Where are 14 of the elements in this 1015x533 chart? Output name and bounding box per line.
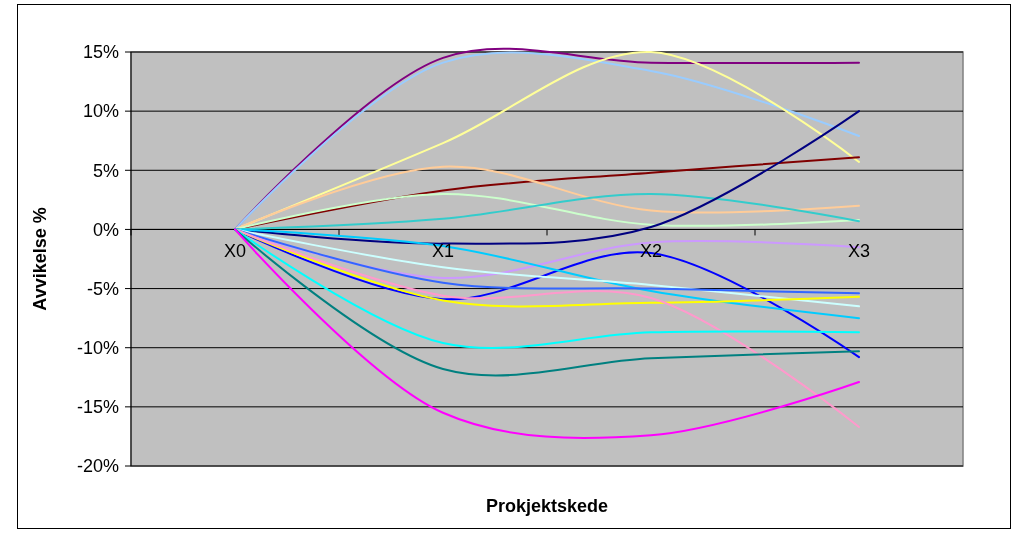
- y-tick-label: -10%: [76, 338, 119, 359]
- y-tick-label: -20%: [76, 456, 119, 477]
- x-tick-label: X0: [223, 240, 247, 261]
- x-axis-title: Prokjektskede: [485, 496, 609, 516]
- y-tick-label: 15%: [82, 42, 119, 63]
- y-tick-label: -15%: [76, 397, 119, 418]
- line-series: [234, 192, 860, 231]
- x-tick-label: X3: [847, 240, 871, 261]
- y-tick-label: -5%: [86, 278, 119, 299]
- y-axis-title: Avvikelse %: [30, 207, 50, 311]
- y-tick-label: 0%: [92, 219, 119, 240]
- x-tick-label: X1: [431, 240, 455, 261]
- y-tick-label: 10%: [82, 101, 119, 122]
- y-tick-label: 5%: [92, 160, 119, 181]
